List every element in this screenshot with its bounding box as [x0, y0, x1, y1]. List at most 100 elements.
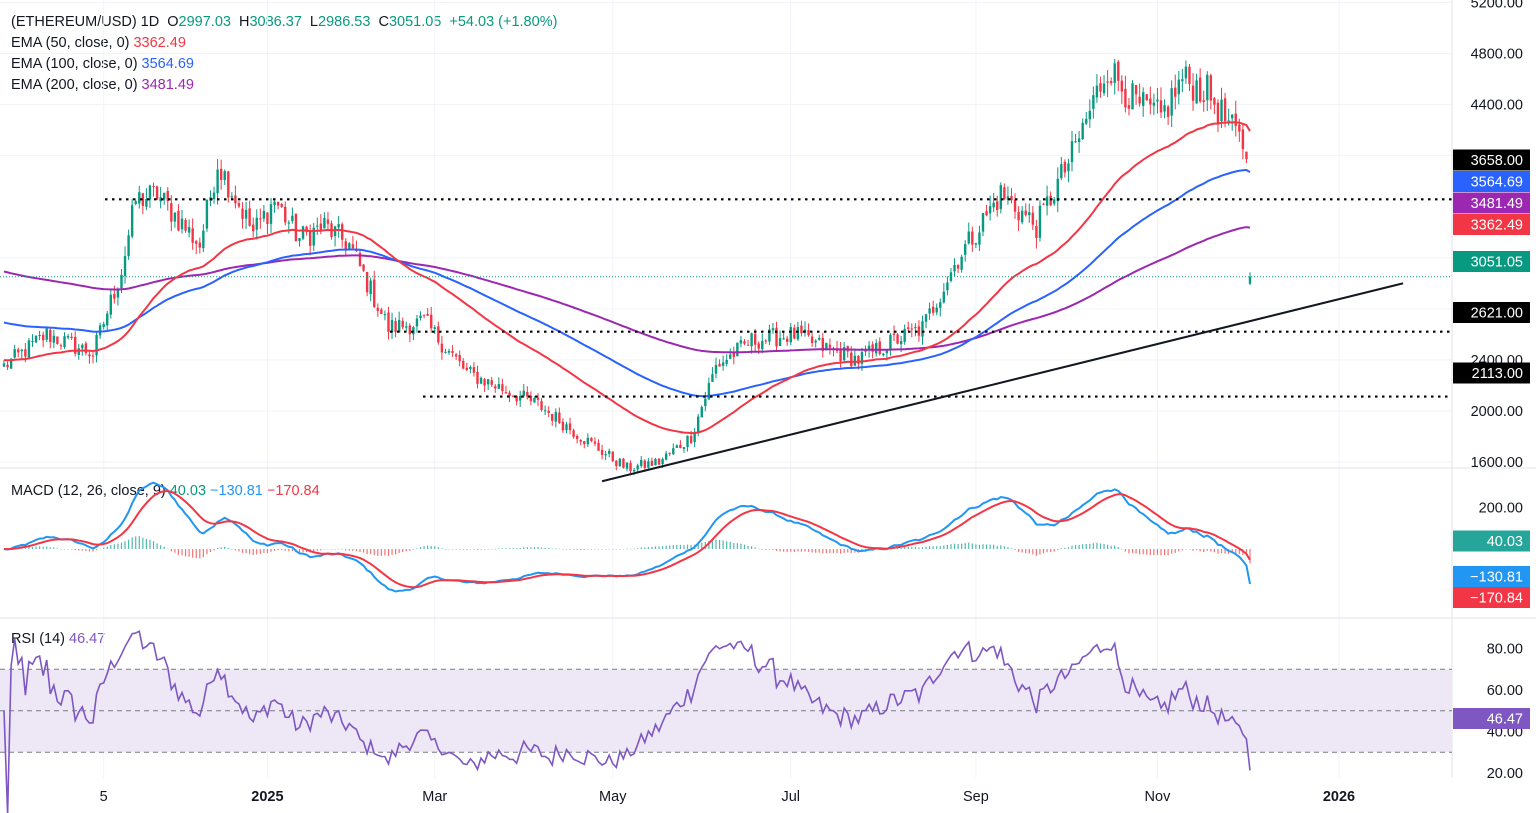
candle-body[interactable] — [202, 230, 205, 249]
candle-body[interactable] — [1109, 81, 1113, 84]
candle-body[interactable] — [469, 366, 472, 370]
candle-body[interactable] — [971, 231, 974, 245]
candle-body[interactable] — [1106, 81, 1109, 83]
candle-body[interactable] — [390, 320, 394, 333]
candle-body[interactable] — [173, 212, 177, 222]
ema50-legend-row[interactable]: EMA (50, close, 0) 3362.49 — [11, 35, 186, 51]
candle-body[interactable] — [184, 220, 187, 231]
candle-body[interactable] — [985, 211, 988, 216]
candle-body[interactable] — [1181, 79, 1184, 82]
candle-body[interactable] — [1206, 74, 1209, 101]
candle-body[interactable] — [447, 350, 451, 353]
candle-body[interactable] — [187, 227, 191, 233]
candle-body[interactable] — [56, 336, 59, 345]
candle-body[interactable] — [405, 326, 408, 328]
candle-body[interactable] — [511, 396, 515, 398]
candle-body[interactable] — [707, 383, 711, 400]
candle-body[interactable] — [1131, 83, 1134, 110]
candle-body[interactable] — [191, 228, 194, 243]
candle-body[interactable] — [241, 208, 244, 219]
candle-body[interactable] — [1099, 83, 1102, 92]
candle-body[interactable] — [786, 338, 789, 342]
candle-body[interactable] — [636, 465, 639, 470]
candle-body[interactable] — [992, 202, 995, 208]
candle-body[interactable] — [1049, 195, 1052, 206]
candle-body[interactable] — [1220, 99, 1223, 122]
candle-body[interactable] — [1077, 138, 1081, 143]
candle-body[interactable] — [6, 364, 9, 368]
candle-body[interactable] — [1060, 164, 1063, 179]
candle-body[interactable] — [931, 306, 935, 313]
candle-body[interactable] — [974, 243, 978, 245]
candle-body[interactable] — [27, 340, 31, 358]
candle-body[interactable] — [433, 327, 436, 329]
candle-body[interactable] — [337, 224, 340, 228]
candle-body[interactable] — [123, 256, 127, 276]
candle-body[interactable] — [383, 314, 387, 316]
candle-body[interactable] — [91, 355, 95, 357]
candle-body[interactable] — [586, 437, 590, 445]
candle-body[interactable] — [426, 314, 429, 316]
candle-body[interactable] — [647, 461, 650, 468]
candle-body[interactable] — [896, 334, 899, 344]
candle-body[interactable] — [95, 335, 98, 356]
candle-body[interactable] — [746, 344, 750, 346]
candle-body[interactable] — [697, 416, 700, 432]
candle-body[interactable] — [917, 326, 921, 336]
candle-body[interactable] — [967, 231, 970, 244]
candle-body[interactable] — [262, 210, 266, 219]
candle-body[interactable] — [914, 327, 917, 329]
candle-body[interactable] — [775, 327, 778, 347]
candle-body[interactable] — [365, 271, 369, 293]
candle-body[interactable] — [857, 355, 860, 364]
candle-body[interactable] — [664, 453, 668, 460]
candle-body[interactable] — [159, 197, 162, 202]
candle-body[interactable] — [590, 437, 593, 442]
candle-body[interactable] — [526, 392, 529, 397]
candle-body[interactable] — [38, 335, 41, 337]
candle-body[interactable] — [116, 288, 120, 298]
candle-body[interactable] — [704, 398, 707, 407]
candle-body[interactable] — [294, 213, 298, 241]
candle-body[interactable] — [344, 241, 347, 251]
candle-body[interactable] — [625, 462, 629, 469]
candle-body[interactable] — [1209, 75, 1213, 101]
level-tag-2621[interactable]: 2621.00 — [1453, 302, 1530, 323]
candle-body[interactable] — [1138, 96, 1141, 104]
candle-body[interactable] — [1188, 66, 1191, 84]
candle-body[interactable] — [130, 205, 134, 237]
candle-body[interactable] — [686, 435, 689, 447]
candle-body[interactable] — [1198, 77, 1202, 102]
candle-body[interactable] — [252, 224, 255, 232]
candle-body[interactable] — [109, 294, 112, 315]
candle-body[interactable] — [981, 213, 985, 232]
candle-body[interactable] — [700, 407, 703, 418]
candle-body[interactable] — [789, 327, 792, 343]
candle-body[interactable] — [839, 349, 842, 362]
candle-body[interactable] — [543, 410, 547, 412]
candle-body[interactable] — [17, 349, 20, 353]
candle-body[interactable] — [88, 354, 91, 357]
candle-body[interactable] — [825, 343, 828, 351]
candle-body[interactable] — [1070, 141, 1074, 163]
candle-body[interactable] — [1231, 114, 1234, 119]
candle-body[interactable] — [127, 235, 130, 257]
candle-body[interactable] — [287, 222, 290, 224]
candle-body[interactable] — [892, 333, 896, 335]
candle-body[interactable] — [1241, 129, 1245, 150]
interval-label[interactable]: 1D — [140, 14, 160, 30]
candle-body[interactable] — [732, 352, 735, 358]
candle-body[interactable] — [643, 460, 646, 468]
candle-body[interactable] — [558, 412, 561, 423]
candle-body[interactable] — [291, 215, 294, 222]
candle-body[interactable] — [113, 293, 116, 299]
candle-body[interactable] — [148, 185, 152, 200]
candle-body[interactable] — [608, 450, 611, 454]
candle-body[interactable] — [725, 359, 728, 364]
symbol-label[interactable]: (ETHEREUM/USD) — [11, 14, 137, 30]
candle-body[interactable] — [739, 340, 743, 344]
candle-body[interactable] — [946, 282, 949, 291]
candle-body[interactable] — [341, 224, 344, 240]
candle-body[interactable] — [689, 435, 693, 444]
ema50-line[interactable] — [3, 121, 1251, 435]
